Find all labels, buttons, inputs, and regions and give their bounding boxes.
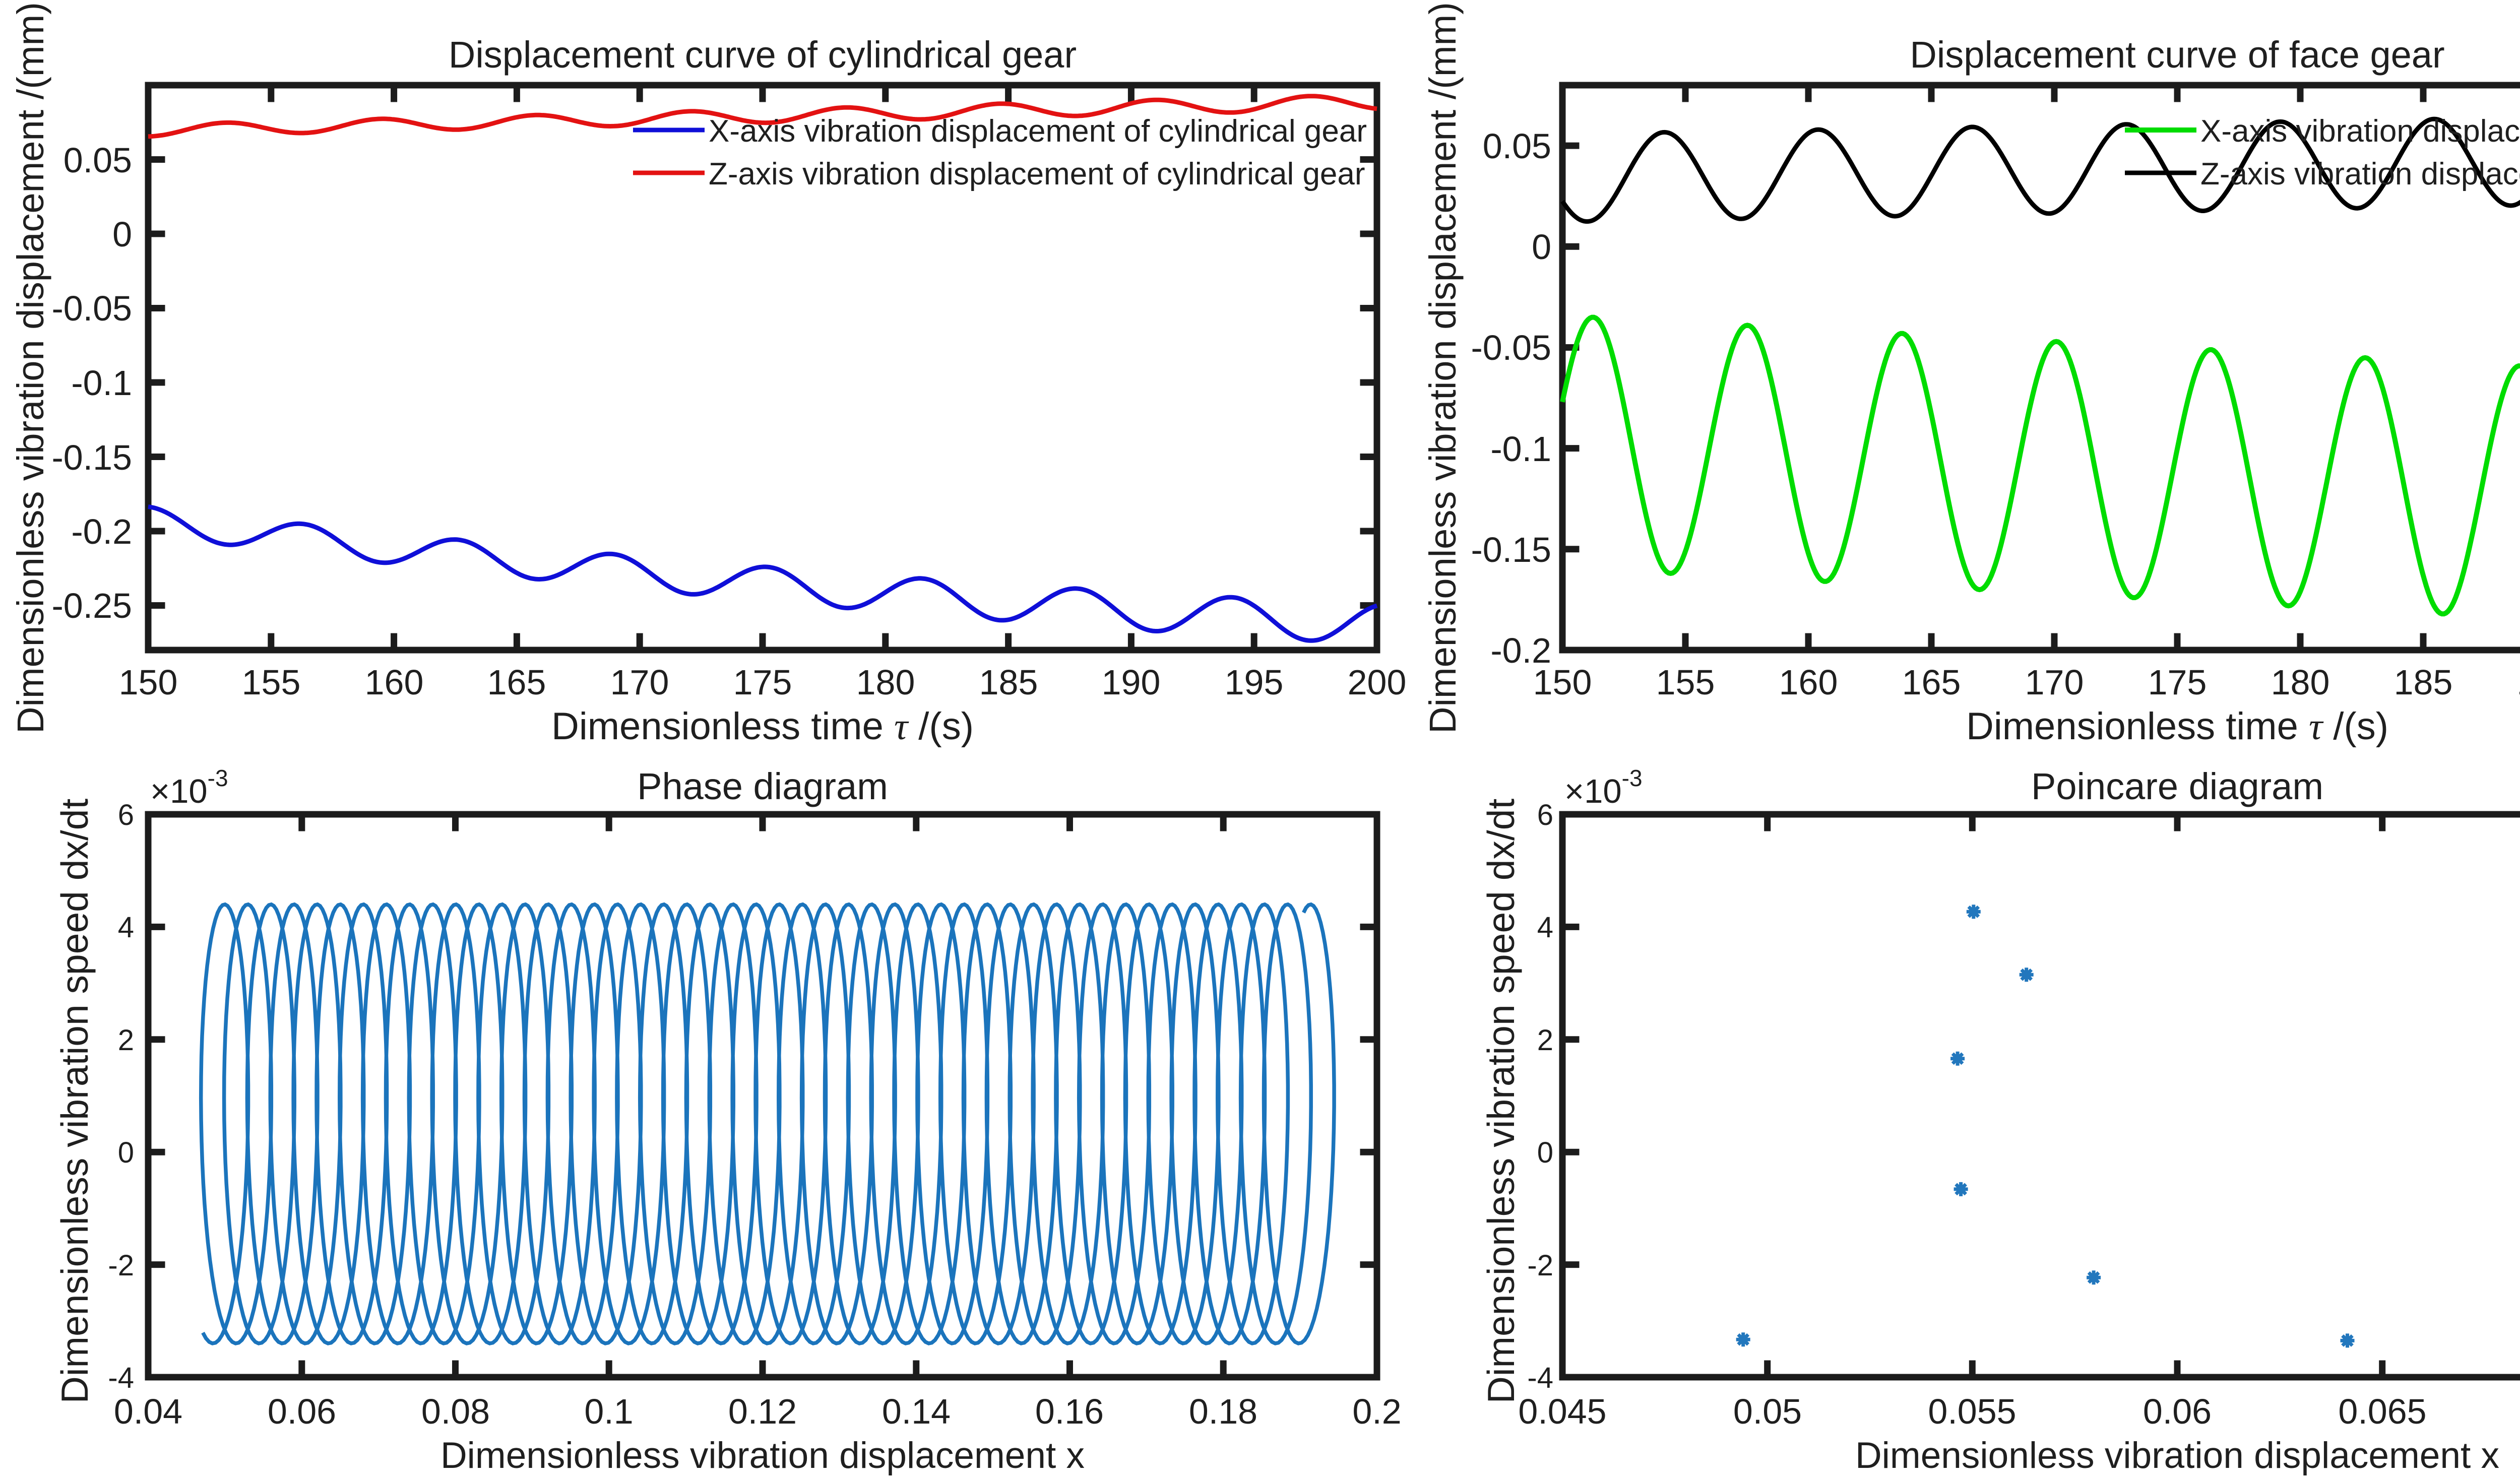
svg-text:X-axis vibration displacement: X-axis vibration displacement of face ge… bbox=[2200, 114, 2520, 149]
svg-text:150: 150 bbox=[1533, 663, 1592, 702]
svg-text:-0.1: -0.1 bbox=[1490, 429, 1551, 469]
svg-text:-0.05: -0.05 bbox=[1471, 328, 1551, 367]
svg-text:Displacement curve of cylindri: Displacement curve of cylindrical gear bbox=[449, 34, 1077, 76]
svg-text:Dimensionless vibration displa: Dimensionless vibration displacement /(m… bbox=[10, 2, 51, 734]
svg-text:4: 4 bbox=[1537, 911, 1553, 944]
svg-text:Dimensionless vibration displa: Dimensionless vibration displacement /(m… bbox=[1422, 2, 1464, 734]
svg-text:Dimensionless vibration displa: Dimensionless vibration displacement x bbox=[440, 1435, 1085, 1476]
svg-text:Dimensionless time τ /(s): Dimensionless time τ /(s) bbox=[551, 705, 974, 748]
svg-text:0.12: 0.12 bbox=[728, 1392, 797, 1431]
svg-text:-0.2: -0.2 bbox=[1490, 631, 1551, 670]
svg-text:195: 195 bbox=[1225, 663, 1284, 702]
svg-text:185: 185 bbox=[2394, 663, 2453, 702]
svg-text:-2: -2 bbox=[1527, 1249, 1553, 1282]
svg-text:160: 160 bbox=[365, 663, 424, 702]
svg-text:Dimensionless vibration speed: Dimensionless vibration speed dx/dt bbox=[1480, 799, 1522, 1404]
svg-text:-4: -4 bbox=[108, 1362, 134, 1394]
svg-text:0: 0 bbox=[112, 215, 132, 254]
svg-text:-0.1: -0.1 bbox=[71, 363, 132, 403]
svg-text:2: 2 bbox=[1537, 1024, 1553, 1057]
svg-text:190: 190 bbox=[2517, 663, 2520, 702]
svg-text:0.04: 0.04 bbox=[114, 1392, 182, 1431]
svg-text:0.045: 0.045 bbox=[1518, 1392, 1606, 1431]
svg-text:170: 170 bbox=[610, 663, 669, 702]
svg-text:-0.25: -0.25 bbox=[51, 586, 132, 625]
svg-text:190: 190 bbox=[1102, 663, 1161, 702]
svg-text:4: 4 bbox=[118, 911, 134, 944]
svg-text:2: 2 bbox=[118, 1024, 134, 1057]
svg-text:0: 0 bbox=[1537, 1136, 1553, 1169]
svg-text:175: 175 bbox=[2148, 663, 2207, 702]
svg-text:185: 185 bbox=[979, 663, 1038, 702]
svg-text:165: 165 bbox=[487, 663, 546, 702]
svg-text:175: 175 bbox=[733, 663, 792, 702]
svg-text:0.05: 0.05 bbox=[1733, 1392, 1802, 1431]
svg-text:165: 165 bbox=[1902, 663, 1961, 702]
svg-text:0.055: 0.055 bbox=[1928, 1392, 2016, 1431]
svg-text:-0.05: -0.05 bbox=[51, 289, 132, 328]
svg-text:-0.2: -0.2 bbox=[71, 512, 132, 551]
svg-text:0.1: 0.1 bbox=[584, 1392, 633, 1431]
svg-text:Poincare diagram: Poincare diagram bbox=[2031, 765, 2323, 807]
svg-text:170: 170 bbox=[2025, 663, 2084, 702]
svg-text:X-axis vibration displacement: X-axis vibration displacement of cylindr… bbox=[709, 114, 1367, 149]
svg-text:0: 0 bbox=[1532, 227, 1551, 267]
svg-text:Z-axis vibration displacement: Z-axis vibration displacement of cylindr… bbox=[709, 157, 1365, 191]
svg-text:6: 6 bbox=[1537, 799, 1553, 831]
svg-text:0.05: 0.05 bbox=[64, 141, 132, 180]
svg-text:0.065: 0.065 bbox=[2338, 1392, 2426, 1431]
svg-text:0.06: 0.06 bbox=[268, 1392, 336, 1431]
svg-text:0.2: 0.2 bbox=[1352, 1392, 1401, 1431]
svg-text:0.05: 0.05 bbox=[1483, 126, 1551, 166]
svg-text:0.18: 0.18 bbox=[1189, 1392, 1257, 1431]
svg-text:200: 200 bbox=[1348, 663, 1407, 702]
svg-text:Dimensionless vibration speed: Dimensionless vibration speed dx/dt bbox=[53, 799, 96, 1404]
svg-text:0.08: 0.08 bbox=[421, 1392, 490, 1431]
svg-text:Dimensionless vibration displa: Dimensionless vibration displacement x bbox=[1855, 1435, 2499, 1476]
svg-text:180: 180 bbox=[2271, 663, 2330, 702]
svg-text:Z-axis vibration displacement: Z-axis vibration displacement of face ge… bbox=[2200, 157, 2520, 191]
svg-text:180: 180 bbox=[856, 663, 915, 702]
svg-text:150: 150 bbox=[119, 663, 178, 702]
svg-text:-0.15: -0.15 bbox=[51, 438, 132, 477]
svg-text:-4: -4 bbox=[1527, 1362, 1553, 1394]
svg-text:160: 160 bbox=[1779, 663, 1838, 702]
svg-text:Dimensionless time τ /(s): Dimensionless time τ /(s) bbox=[1966, 705, 2388, 748]
svg-text:-2: -2 bbox=[108, 1249, 134, 1282]
svg-text:6: 6 bbox=[118, 799, 134, 831]
svg-text:0.16: 0.16 bbox=[1035, 1392, 1104, 1431]
svg-text:Displacement curve of face gea: Displacement curve of face gear bbox=[1910, 34, 2444, 76]
svg-text:0.06: 0.06 bbox=[2143, 1392, 2212, 1431]
svg-text:0: 0 bbox=[118, 1136, 134, 1169]
svg-text:Phase diagram: Phase diagram bbox=[637, 765, 888, 807]
svg-text:-0.15: -0.15 bbox=[1471, 530, 1551, 569]
svg-text:155: 155 bbox=[1656, 663, 1715, 702]
svg-text:155: 155 bbox=[242, 663, 301, 702]
svg-text:0.14: 0.14 bbox=[882, 1392, 951, 1431]
